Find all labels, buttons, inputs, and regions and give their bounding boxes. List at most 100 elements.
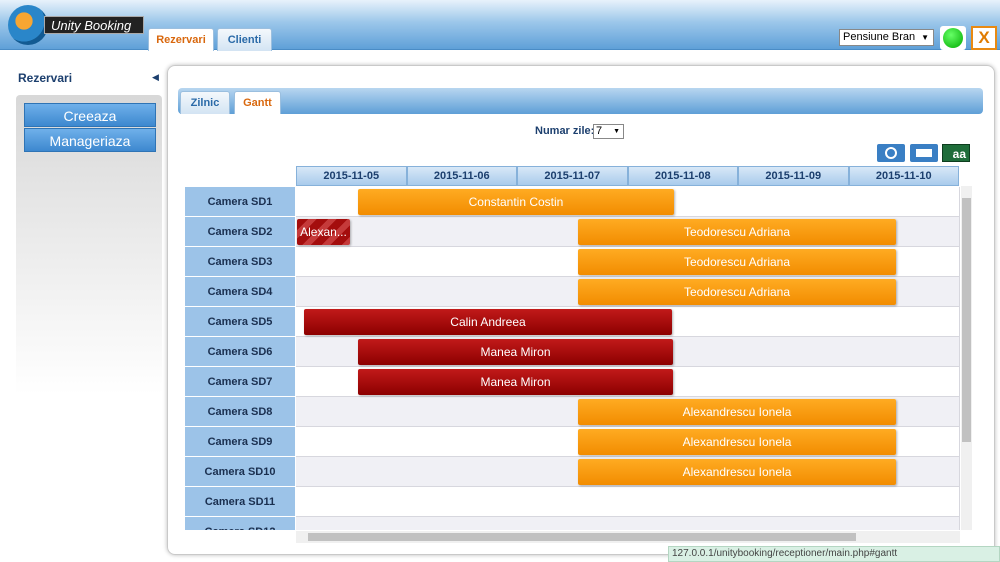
grid-cell — [738, 487, 795, 517]
grid-cell — [848, 517, 905, 530]
room-label: Camera SD9 — [185, 427, 295, 457]
grid-cell — [903, 457, 960, 487]
days-select[interactable]: 7 ▼ — [593, 124, 624, 139]
grid-cell — [296, 187, 353, 217]
sidebar-button[interactable]: Creeaza — [24, 103, 156, 127]
grid-cell — [738, 307, 795, 337]
grid-cell — [793, 337, 850, 367]
grid-cell — [848, 307, 905, 337]
grid-cell — [517, 217, 574, 247]
grid-cell — [682, 367, 739, 397]
grid-cell — [351, 427, 408, 457]
grid-cell — [738, 517, 795, 530]
grid-cell — [296, 367, 353, 397]
grid-cell — [848, 487, 905, 517]
booking[interactable]: Alexandrescu Ionela — [578, 459, 896, 485]
grid-cell — [517, 427, 574, 457]
grid-cell — [296, 247, 353, 277]
booking[interactable]: Alexandrescu Ionela — [578, 429, 896, 455]
grid-cell — [351, 457, 408, 487]
subtab[interactable]: Zilnic — [180, 91, 230, 114]
grid-cell — [351, 277, 408, 307]
grid-cell — [903, 277, 960, 307]
grid-cell — [903, 187, 960, 217]
grid-cell — [461, 457, 518, 487]
room-label: Camera SD2 — [185, 217, 295, 247]
grid-cell — [572, 487, 629, 517]
grid-cell — [296, 457, 353, 487]
date-header: 2015-11-09 — [738, 166, 849, 186]
room-label: Camera SD7 — [185, 367, 295, 397]
print-icon[interactable] — [910, 144, 938, 162]
grid-cell — [903, 217, 960, 247]
property-select[interactable]: Pensiune Bran ▼ — [839, 29, 934, 46]
grid-cell — [406, 397, 463, 427]
sidebar-button[interactable]: Manageriaza — [24, 128, 156, 152]
h-scrollbar[interactable] — [296, 531, 960, 543]
logo-icon — [8, 5, 48, 45]
room-label: Camera SD10 — [185, 457, 295, 487]
booking[interactable]: Alexandrescu Ionela — [578, 399, 896, 425]
grid-cell — [738, 337, 795, 367]
grid-cell — [406, 517, 463, 530]
grid-cell — [461, 277, 518, 307]
booking[interactable]: Constantin Costin — [358, 189, 674, 215]
grid-cell — [461, 217, 518, 247]
booking[interactable]: Teodorescu Adriana — [578, 279, 896, 305]
days-label: Numar zile: — [535, 125, 595, 137]
grid-cell — [682, 307, 739, 337]
grid-cell — [406, 277, 463, 307]
sidebar-title: Rezervari — [18, 71, 73, 85]
booking[interactable]: Calin Andreea — [304, 309, 672, 335]
subtab[interactable]: Gantt — [234, 91, 281, 114]
room-label: Camera SD5 — [185, 307, 295, 337]
status-light — [943, 28, 963, 48]
grid-cell — [461, 517, 518, 530]
close-button[interactable]: X — [971, 26, 997, 50]
status-box — [940, 26, 966, 50]
room-label: Camera SD11 — [185, 487, 295, 517]
grid-cell — [406, 247, 463, 277]
grid-cell — [848, 187, 905, 217]
grid-cell — [793, 307, 850, 337]
grid-cell — [351, 487, 408, 517]
grid-cell — [903, 307, 960, 337]
booking[interactable]: Teodorescu Adriana — [578, 219, 896, 245]
grid-cell — [517, 247, 574, 277]
grid-cell — [406, 457, 463, 487]
grid-cell — [296, 397, 353, 427]
grid-cell — [682, 517, 739, 530]
grid-cell — [461, 487, 518, 517]
grid-cell — [793, 367, 850, 397]
collapse-arrow[interactable]: ◀ — [152, 72, 159, 82]
tab[interactable]: Rezervari — [148, 28, 214, 51]
camera-icon[interactable] — [877, 144, 905, 162]
grid-cell — [903, 487, 960, 517]
grid-cell — [572, 517, 629, 530]
date-header: 2015-11-06 — [406, 166, 517, 186]
grid-cell — [627, 487, 684, 517]
room-label: Camera SD1 — [185, 187, 295, 217]
booking[interactable]: Alexan... — [297, 219, 350, 245]
grid-cell — [461, 247, 518, 277]
grid-cell — [903, 337, 960, 367]
date-header: 2015-11-10 — [848, 166, 959, 186]
days-value: 7 — [596, 125, 603, 137]
grid-cell — [406, 427, 463, 457]
grid-cell — [296, 427, 353, 457]
date-header: 2015-11-07 — [517, 166, 628, 186]
gantt: 2015-11-05 2015-11-06 2015-11-07 2015-11-08… — [185, 166, 960, 530]
logo: Unity Booking — [44, 16, 144, 34]
booking[interactable]: Manea Miron — [358, 339, 673, 365]
v-scrollbar[interactable] — [961, 186, 972, 530]
booking[interactable]: Manea Miron — [358, 369, 673, 395]
export-icon[interactable]: aa — [942, 144, 970, 162]
room-label: Camera SD8 — [185, 397, 295, 427]
grid-cell — [903, 247, 960, 277]
booking[interactable]: Teodorescu Adriana — [578, 249, 896, 275]
header: Unity Booking Rezervari Clienti Pensiune… — [0, 0, 1000, 51]
tab[interactable]: Clienti — [217, 28, 272, 51]
status-bar: 127.0.0.1/unitybooking/receptioner/main.… — [668, 546, 1000, 562]
grid-cell — [296, 517, 353, 530]
